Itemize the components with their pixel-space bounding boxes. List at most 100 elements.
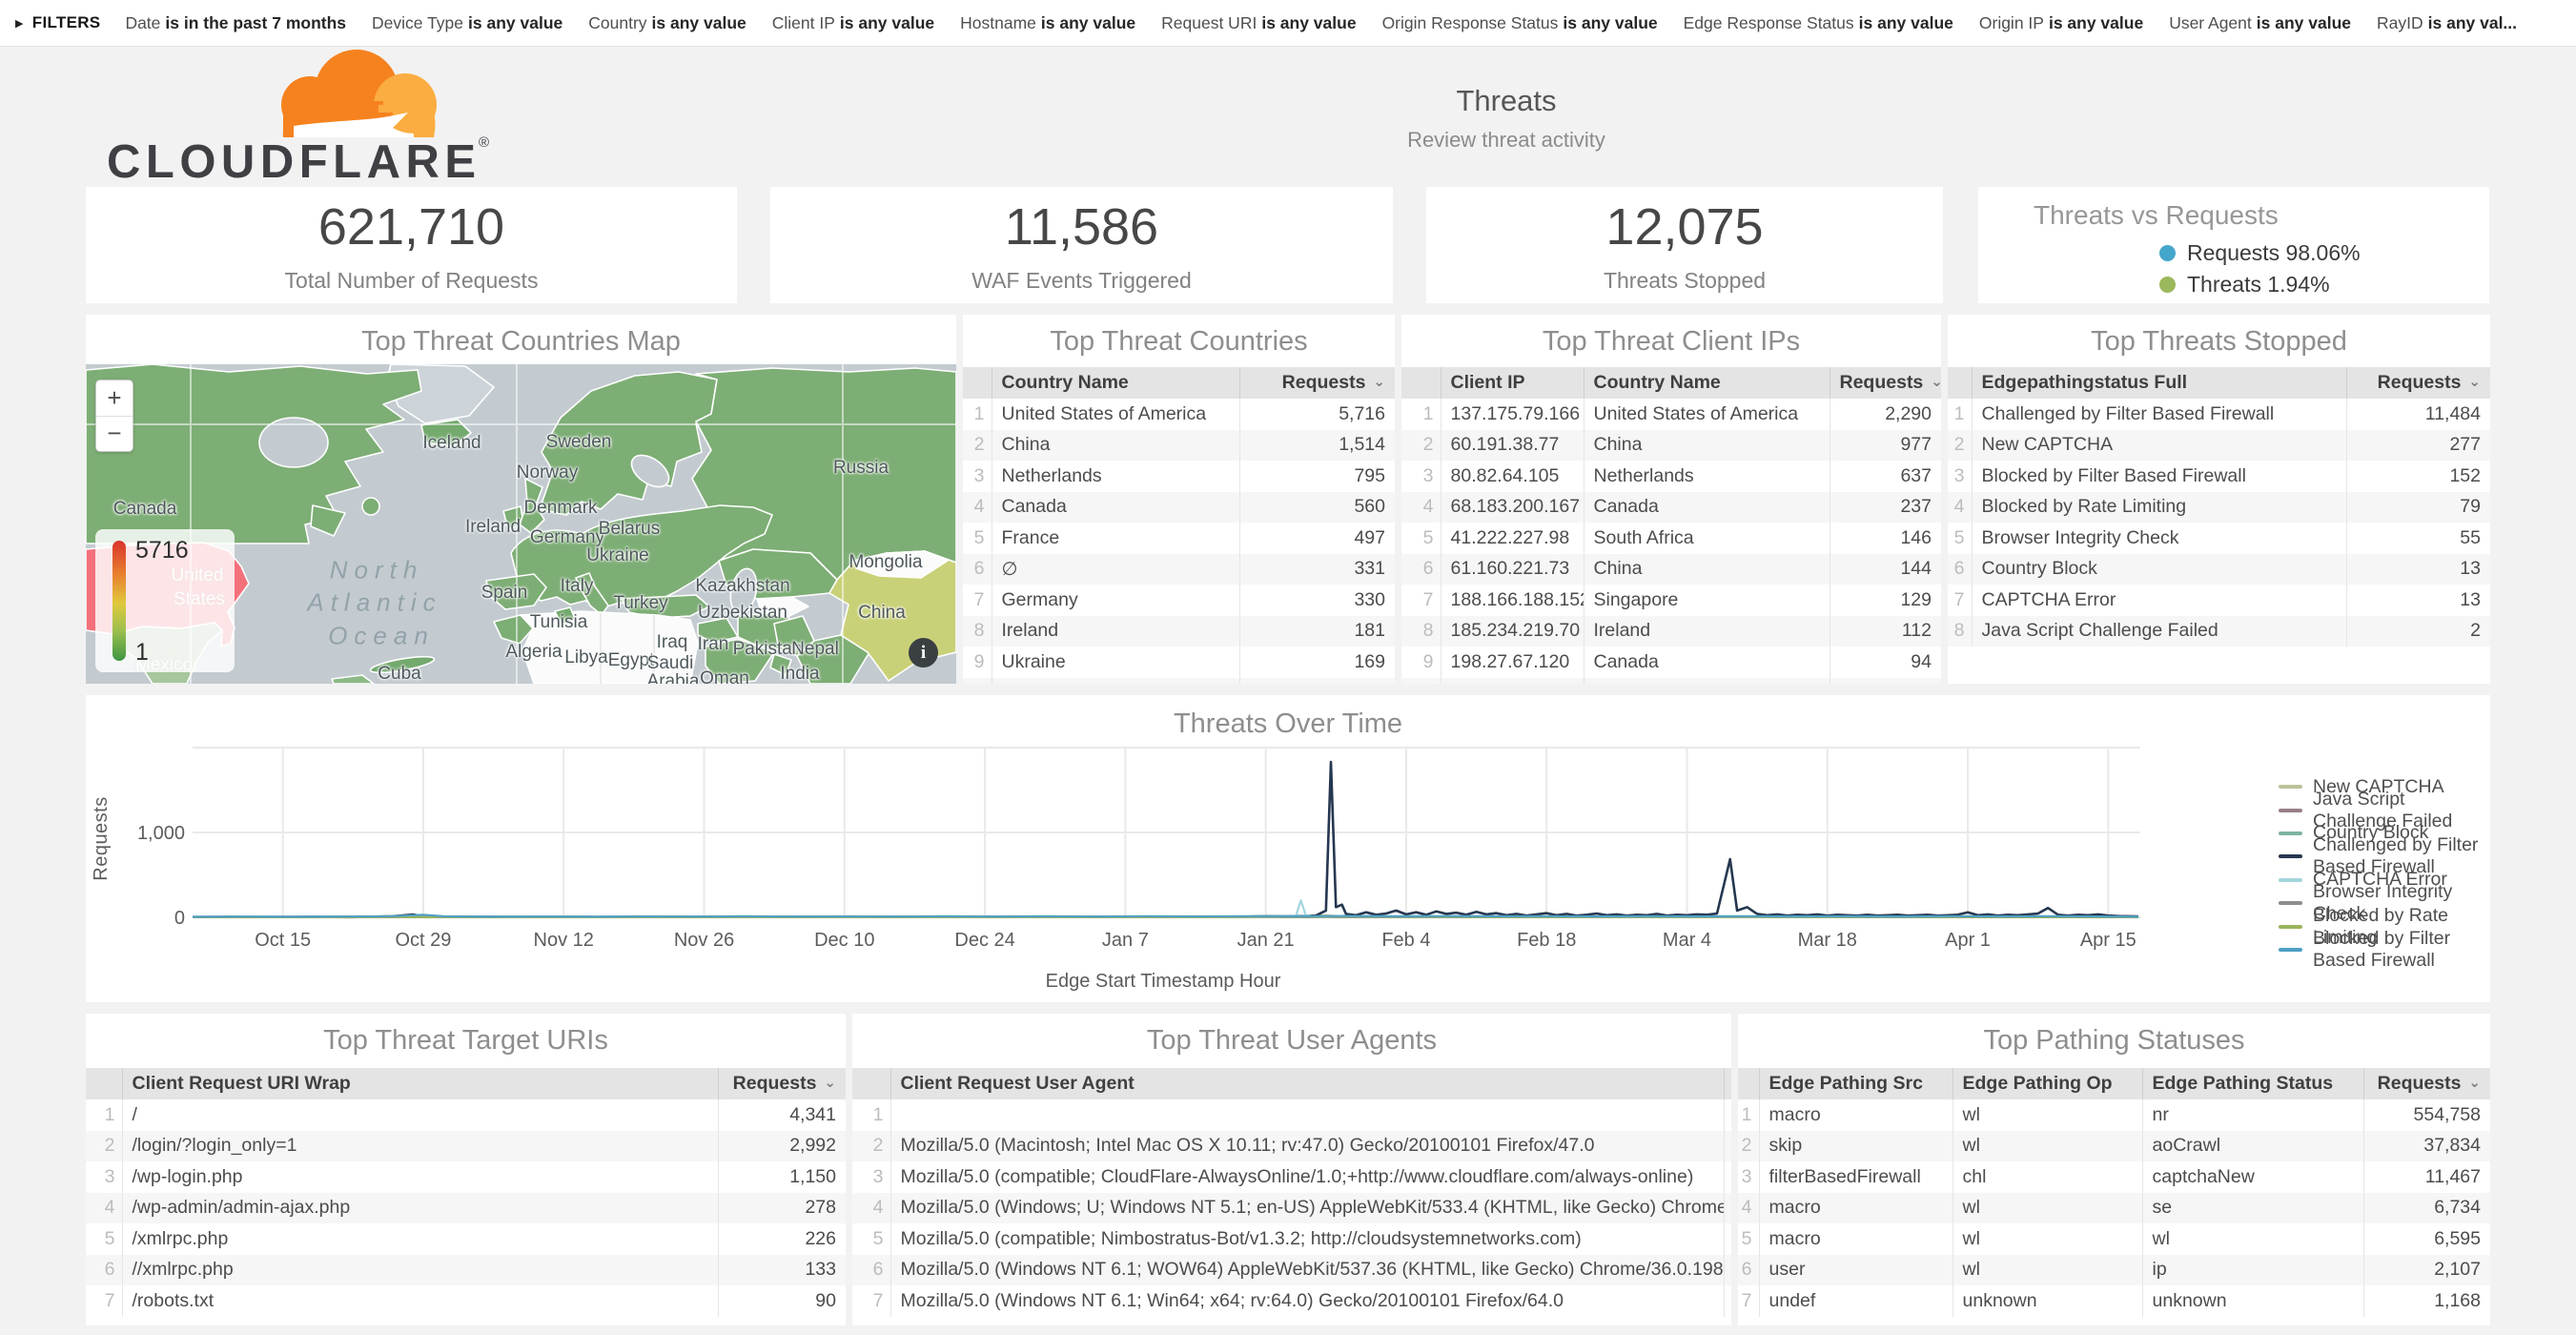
table-row: 1 Challenged by Filter Based Firewall 11,4…: [1948, 399, 2490, 430]
cell: captchaNew: [2141, 1161, 2363, 1193]
cell: Singapore: [1583, 585, 1830, 616]
cloudflare-cloud-icon: CLOUDFLARE ®: [107, 50, 489, 188]
filter-item[interactable]: RayID is any val...: [2377, 13, 2517, 33]
row-index: 7: [852, 1285, 890, 1317]
column-header[interactable]: Requests⌄: [1238, 367, 1395, 399]
table-row: 3 Netherlands 795: [963, 461, 1395, 492]
filter-value: is any value: [651, 12, 746, 32]
filter-field: Edge Response Status: [1683, 12, 1854, 32]
filter-value: is any value: [2048, 12, 2144, 32]
row-index: 6: [1401, 553, 1441, 585]
column-header[interactable]: Requests⌄: [1829, 367, 1941, 399]
row-index: 6: [86, 1254, 122, 1285]
row-index: 4: [963, 491, 992, 523]
filters-toggle[interactable]: ▶ FILTERS: [15, 13, 100, 32]
x-tick-label: Jan 21: [1237, 930, 1295, 951]
cell: 13: [2345, 585, 2490, 616]
cell: 4,341: [717, 1099, 846, 1131]
cell: 198.27.67.120: [1440, 647, 1584, 678]
filter-item[interactable]: Origin IP is any value: [1979, 13, 2143, 33]
zoom-in-button[interactable]: +: [96, 380, 133, 417]
column-header[interactable]: Requests⌄: [2345, 367, 2490, 399]
scale-max-value: 5716: [135, 537, 189, 564]
table-row: 4 68.183.200.167 Canada 237: [1401, 491, 1941, 523]
line-chart: Oct 15 Oct 29 Nov 12 Nov 26 Dec 10 Dec 24 Jan …: [137, 747, 2140, 951]
table-row: 2 60.191.38.77 China 977: [1401, 429, 1941, 461]
legend-swatch-icon: [2279, 831, 2302, 835]
cell: China: [1583, 429, 1830, 461]
legend-label: Browser Integrity Check: [2313, 881, 2453, 925]
filter-item[interactable]: Date is in the past 7 months: [125, 13, 346, 33]
chart-legend-item[interactable]: CAPTCHA Error: [2279, 869, 2490, 892]
filter-value: is any value: [1858, 12, 1953, 32]
filter-item[interactable]: Client IP is any value: [772, 13, 934, 33]
column-header[interactable]: Requests⌄: [2362, 1068, 2490, 1099]
filter-item[interactable]: Edge Response Status is any value: [1684, 13, 1953, 33]
cell: Netherlands: [991, 461, 1239, 492]
cell: 554,758: [2362, 1099, 2490, 1131]
filter-item[interactable]: Country is any value: [588, 13, 746, 33]
chart-legend-item[interactable]: Country Block: [2279, 822, 2490, 845]
cell: France: [991, 523, 1239, 554]
clipped-column-header: [1723, 1068, 1731, 1099]
cell: 158: [1238, 677, 1395, 684]
cell: Mozilla/5.0 (compatible; Nimbostratus-Bo…: [889, 1223, 1724, 1255]
chart-legend-item[interactable]: Browser Integrity Check: [2279, 881, 2490, 924]
sort-chevron-icon: ⌄: [1373, 374, 1385, 390]
chart-title: Threats Over Time: [1173, 709, 1403, 739]
page-subtitle: Review threat activity: [1407, 128, 1605, 152]
cell: 169: [1238, 647, 1395, 678]
cell: ∅: [991, 553, 1239, 585]
filter-field: Origin Response Status: [1381, 12, 1559, 32]
chart-legend-item[interactable]: Blocked by Filter Based Firewall: [2279, 928, 2490, 971]
chart-legend-item[interactable]: Blocked by Rate Limiting: [2279, 905, 2490, 948]
column-header: Client Request User Agent: [889, 1068, 1724, 1099]
chart-legend-item[interactable]: New CAPTCHA: [2279, 775, 2490, 798]
row-index: 10: [1401, 677, 1441, 684]
cell: CAPTCHA Error: [1971, 585, 2346, 616]
top-threat-countries-map-card: Top Threat Countries Map: [86, 315, 956, 684]
x-tick-label: Apr 1: [1945, 930, 1991, 951]
legend-item-requests[interactable]: Requests 98.06%: [2159, 240, 2489, 266]
filter-item[interactable]: Origin Response Status is any value: [1382, 13, 1658, 33]
column-header: Client IP: [1440, 367, 1584, 399]
zoom-out-button[interactable]: −: [107, 419, 122, 448]
cell: /wp-admin/admin-ajax.php: [121, 1192, 718, 1223]
cell: 61.160.221.73: [1440, 553, 1584, 585]
row-index: 10: [963, 677, 992, 684]
row-index-header: [1401, 367, 1441, 399]
column-header[interactable]: Requests⌄: [717, 1068, 846, 1099]
cell: 226: [717, 1223, 846, 1255]
table-row: 2 New CAPTCHA 277: [1948, 429, 2490, 461]
cell: New CAPTCHA: [1971, 429, 2346, 461]
filter-item[interactable]: User Agent is any value: [2169, 13, 2351, 33]
table-row: 3/wp-login.php 1,150: [86, 1161, 846, 1193]
table-row: 7 Germany 330: [963, 585, 1395, 616]
table-row: 3 Blocked by Filter Based Firewall 152: [1948, 461, 2490, 492]
cell: wl: [1952, 1254, 2142, 1285]
table-row: 6 ∅ 331: [963, 553, 1395, 585]
cell: Ireland: [991, 615, 1239, 647]
legend-label: New CAPTCHA: [2313, 775, 2444, 797]
filter-items: Date is in the past 7 months Device Type is…: [125, 13, 2517, 33]
filter-item[interactable]: Request URI is any value: [1161, 13, 1356, 33]
cell: China: [1583, 677, 1830, 684]
filter-value: is any value: [839, 12, 935, 32]
cell: Canada: [1583, 647, 1830, 678]
row-index: 8: [963, 615, 992, 647]
world-map[interactable]: CanadaUnitedStatesMexicoCubaIcelandIrela…: [86, 364, 956, 684]
filter-field: RayID: [2377, 12, 2423, 32]
row-index: 1: [1401, 399, 1441, 430]
legend-item-threats[interactable]: Threats 1.94%: [2159, 272, 2489, 298]
chart-legend-item[interactable]: Challenged by Filter Based Firewall: [2279, 834, 2490, 877]
chart-legend-item[interactable]: Java Script Challenge Failed: [2279, 789, 2490, 832]
table-row: 1/4,341: [86, 1099, 846, 1131]
cell: Country Block: [1971, 553, 2346, 585]
map-info-icon[interactable]: i: [909, 638, 938, 668]
cell: 560: [1238, 491, 1395, 523]
filter-item[interactable]: Hostname is any value: [960, 13, 1135, 33]
filter-item[interactable]: Device Type is any value: [372, 13, 562, 33]
filters-label: FILTERS: [31, 13, 101, 31]
column-header: Country Name: [1583, 367, 1830, 399]
